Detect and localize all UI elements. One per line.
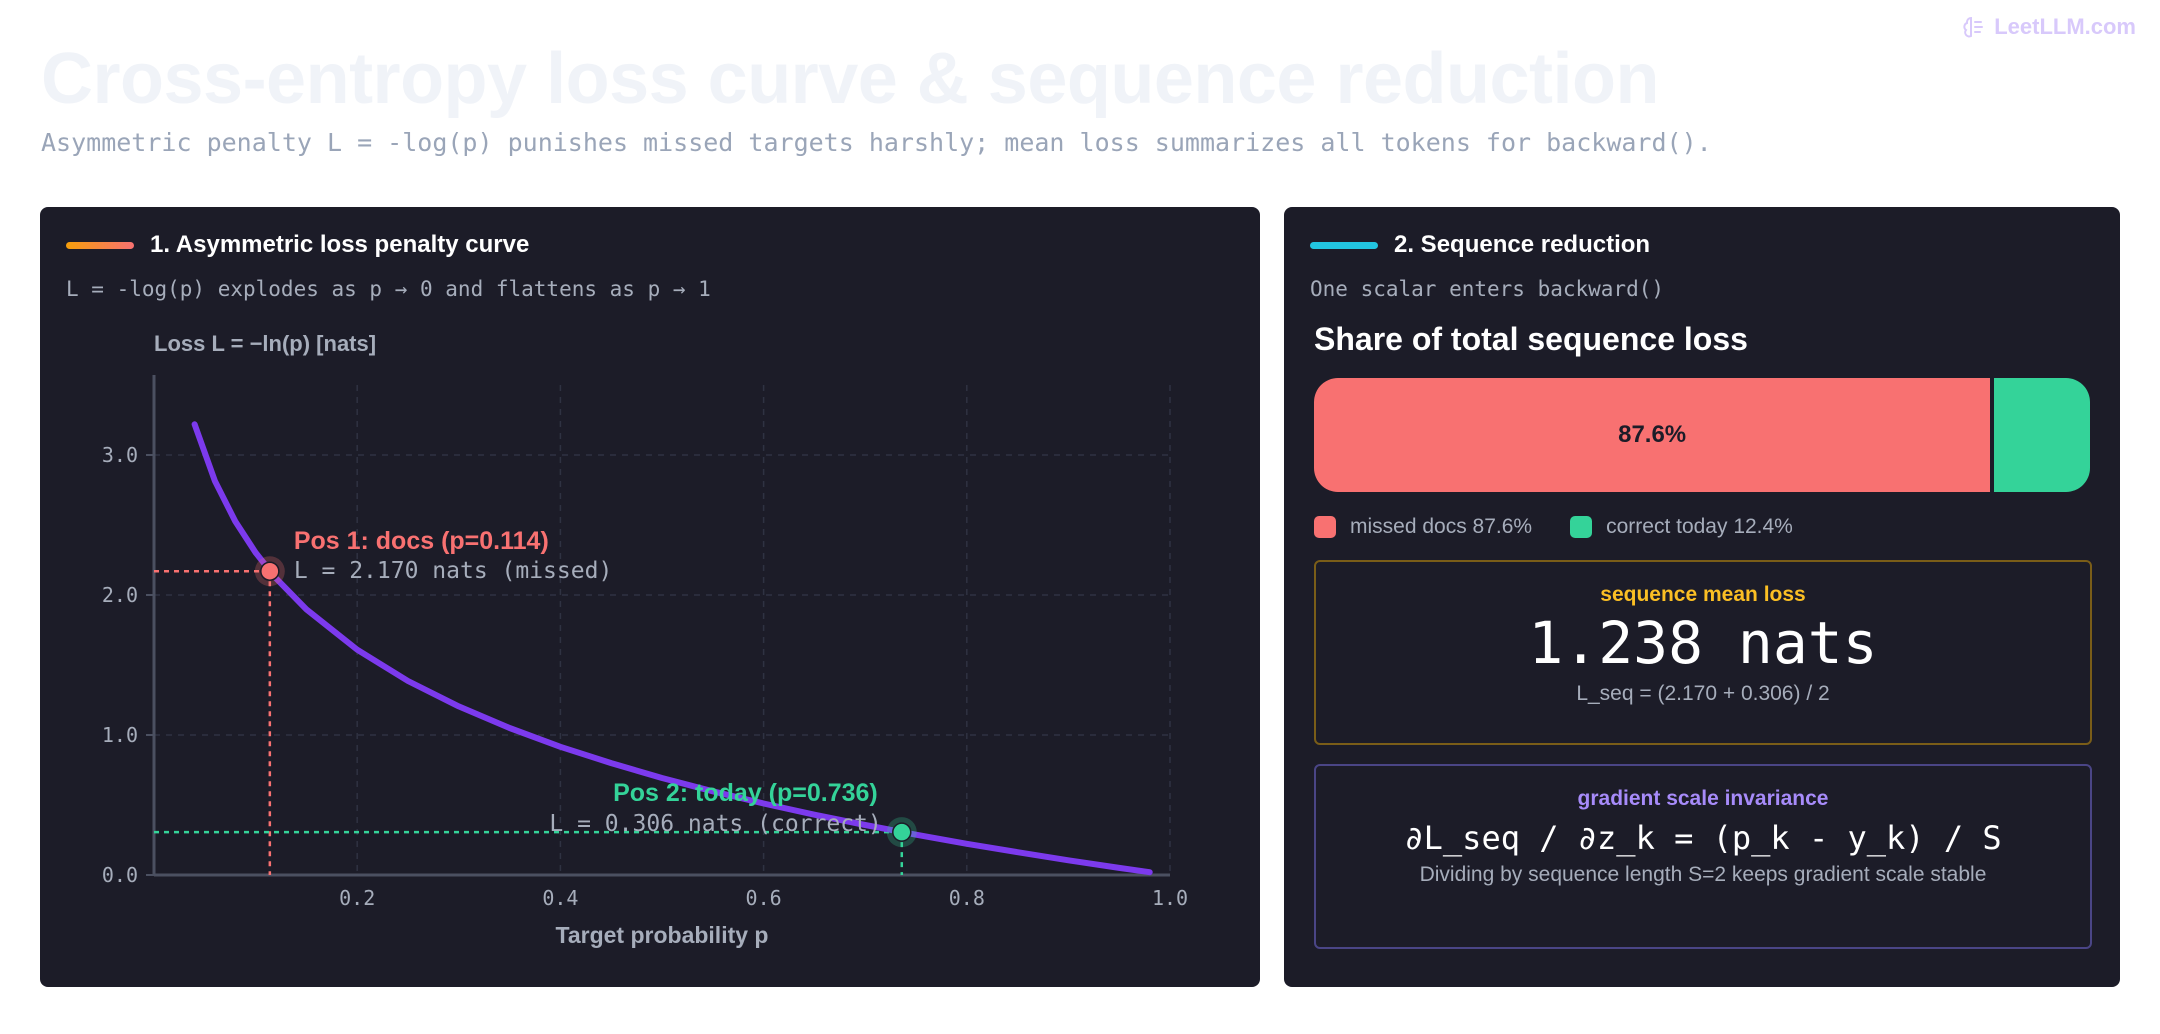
legend-label-missed: missed docs 87.6% bbox=[1350, 515, 1533, 538]
loss-curve-panel: 1. Asymmetric loss penalty curve L = -lo… bbox=[40, 207, 1260, 987]
legend-item-correct: correct today 12.4% bbox=[1570, 515, 1793, 539]
y-tick-label: 0.0 bbox=[102, 863, 138, 887]
sequence-reduction-heading-text: 2. Sequence reduction bbox=[1394, 231, 1651, 258]
annotation-title: Pos 2: today (p=0.736) bbox=[613, 779, 878, 807]
brain-icon bbox=[1963, 16, 1984, 38]
share-bar: 87.6% bbox=[1314, 378, 2090, 492]
y-tick-label: 2.0 bbox=[102, 583, 138, 607]
share-legend: missed docs 87.6% correct today 12.4% bbox=[1314, 515, 1793, 539]
mean-loss-label: sequence mean loss bbox=[1600, 583, 1806, 606]
sequence-reduction-panel: 2. Sequence reduction One scalar enters … bbox=[1284, 207, 2120, 987]
share-segment-label: 87.6% bbox=[1618, 421, 1687, 448]
brand-text: LeetLLM.com bbox=[1994, 14, 2136, 39]
x-tick-label: 0.2 bbox=[339, 886, 375, 910]
y-tick-label: 1.0 bbox=[102, 723, 138, 747]
x-tick-label: 1.0 bbox=[1152, 886, 1188, 910]
loss-curve-heading: 1. Asymmetric loss penalty curve bbox=[66, 231, 529, 259]
page-subtitle: Asymmetric penalty L = -log(p) punishes … bbox=[41, 128, 1712, 157]
chart-grid bbox=[154, 385, 1171, 875]
x-tick-label: 0.4 bbox=[542, 886, 578, 910]
y-axis-label: Loss L = −ln(p) [nats] bbox=[154, 331, 376, 356]
x-tick-label: 0.8 bbox=[949, 886, 985, 910]
share-title: Share of total sequence loss bbox=[1314, 321, 1748, 357]
gradient-label: gradient scale invariance bbox=[1577, 787, 1829, 810]
gradient-note: Dividing by sequence length S=2 keeps gr… bbox=[1419, 863, 1987, 886]
sequence-reduction-subheading: One scalar enters backward() bbox=[1310, 277, 1665, 301]
y-tick-label: 3.0 bbox=[102, 443, 138, 467]
sequence-reduction-heading: 2. Sequence reduction bbox=[1310, 231, 1650, 259]
legend-swatch-missed bbox=[1314, 516, 1336, 538]
annotation-text: L = 2.170 nats (missed) bbox=[294, 558, 612, 584]
page-title: Cross-entropy loss curve & sequence redu… bbox=[41, 39, 1659, 119]
annotation-text: L = 0.306 nats (correct) bbox=[549, 811, 881, 837]
loss-curve-heading-text: 1. Asymmetric loss penalty curve bbox=[150, 231, 530, 258]
accent-bar bbox=[66, 241, 134, 249]
share-divider bbox=[1990, 378, 1995, 492]
legend-item-missed: missed docs 87.6% bbox=[1314, 515, 1532, 539]
legend-label-correct: correct today 12.4% bbox=[1606, 515, 1793, 538]
data-point-marker bbox=[892, 822, 912, 842]
share-segment-correct bbox=[1994, 378, 2090, 492]
annotation-title: Pos 1: docs (p=0.114) bbox=[294, 527, 549, 555]
share-segment-missed: 87.6% bbox=[1314, 378, 1991, 492]
loss-curve-subheading: L = -log(p) explodes as p → 0 and flatte… bbox=[66, 277, 711, 301]
x-axis-label: Target probability p bbox=[556, 922, 769, 948]
mean-loss-box: sequence mean loss 1.238 nats L_seq = (2… bbox=[1314, 560, 2092, 745]
loss-curve-chart: 0.0 1.0 2.0 3.0 0.2 0.4 0.6 0.8 1.0 Loss L = −ln(… bbox=[102, 331, 1188, 948]
x-tick-label: 0.6 bbox=[746, 886, 782, 910]
mean-loss-formula: L_seq = (2.170 + 0.306) / 2 bbox=[1576, 681, 1830, 705]
data-point-marker bbox=[260, 561, 280, 581]
gradient-box: gradient scale invariance ∂L_seq / ∂z_k … bbox=[1314, 764, 2092, 949]
accent-bar bbox=[1310, 241, 1378, 249]
brand-logo[interactable]: LeetLLM.com bbox=[1962, 14, 2136, 40]
legend-swatch-correct bbox=[1570, 516, 1593, 538]
gradient-formula: ∂L_seq / ∂z_k = (p_k - y_k) / S bbox=[1404, 819, 2002, 857]
mean-loss-value: 1.238 nats bbox=[1528, 609, 1878, 677]
